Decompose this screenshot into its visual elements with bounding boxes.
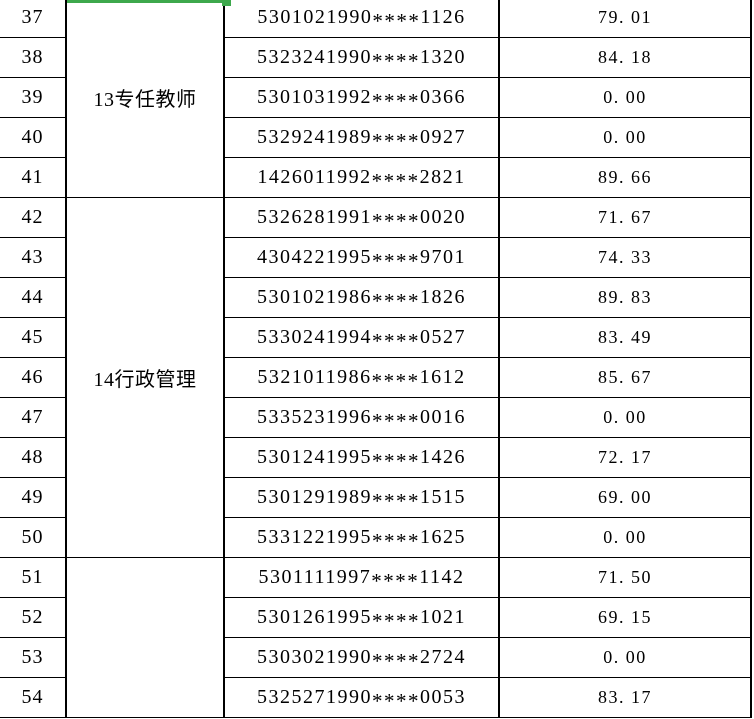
score-cell[interactable]: 89. 83 (500, 278, 752, 318)
score-cell[interactable]: 72. 17 (500, 438, 752, 478)
id-number-cell[interactable]: 5330241994 **** 0527 (225, 318, 500, 358)
masked-digits: **** (372, 488, 420, 513)
row-number-cell[interactable]: 43 (0, 238, 67, 278)
position-cell[interactable] (67, 558, 225, 718)
score-cell[interactable]: 0. 00 (500, 638, 752, 678)
masked-digits: **** (372, 128, 420, 153)
row-number-cell[interactable]: 54 (0, 678, 67, 718)
masked-digits: **** (372, 448, 420, 473)
row-number-cell[interactable]: 47 (0, 398, 67, 438)
id-number-cell[interactable]: 5301261995 **** 1021 (225, 598, 500, 638)
row-number-cell[interactable]: 53 (0, 638, 67, 678)
selection-border (67, 0, 225, 3)
score-cell[interactable]: 0. 00 (500, 518, 752, 558)
score-cell[interactable]: 0. 00 (500, 398, 752, 438)
row-number-cell[interactable]: 37 (0, 0, 67, 38)
id-number-cell[interactable]: 5303021990 **** 2724 (225, 638, 500, 678)
score-cell[interactable]: 83. 17 (500, 678, 752, 718)
masked-digits: **** (372, 688, 420, 713)
score-cell[interactable]: 83. 49 (500, 318, 752, 358)
id-number-cell[interactable]: 5326281991 **** 0020 (225, 198, 500, 238)
row-number-cell[interactable]: 42 (0, 198, 67, 238)
id-number-cell[interactable]: 4304221995 **** 9701 (225, 238, 500, 278)
masked-digits: **** (371, 368, 420, 393)
row-number-cell[interactable]: 49 (0, 478, 67, 518)
id-number-cell[interactable]: 5301021986 **** 1826 (225, 278, 500, 318)
selection-fill-handle[interactable] (222, 0, 231, 6)
masked-digits: **** (372, 88, 420, 113)
masked-digits: **** (372, 608, 420, 633)
row-number-cell[interactable]: 38 (0, 38, 67, 78)
score-cell[interactable]: 69. 00 (500, 478, 752, 518)
masked-digits: **** (372, 48, 420, 73)
id-number-cell[interactable]: 5321011986 **** 1612 (225, 358, 500, 398)
id-number-cell[interactable]: 5331221995 **** 1625 (225, 518, 500, 558)
score-cell[interactable]: 0. 00 (500, 78, 752, 118)
score-cell[interactable]: 79. 01 (500, 0, 752, 38)
row-number-cell[interactable]: 51 (0, 558, 67, 598)
masked-digits: **** (371, 568, 420, 593)
id-number-cell[interactable]: 5335231996 **** 0016 (225, 398, 500, 438)
masked-digits: **** (372, 648, 420, 673)
score-cell[interactable]: 71. 67 (500, 198, 752, 238)
row-number-cell[interactable]: 50 (0, 518, 67, 558)
row-number-cell[interactable]: 39 (0, 78, 67, 118)
score-cell[interactable]: 0. 00 (500, 118, 752, 158)
score-cell[interactable]: 74. 33 (500, 238, 752, 278)
score-cell[interactable]: 89. 66 (500, 158, 752, 198)
id-number-cell[interactable]: 1426011992 **** 2821 (225, 158, 500, 198)
position-cell[interactable]: 13专任教师 (67, 0, 225, 198)
id-number-cell[interactable]: 5323241990 **** 1320 (225, 38, 500, 78)
row-number-cell[interactable]: 45 (0, 318, 67, 358)
score-cell[interactable]: 84. 18 (500, 38, 752, 78)
masked-digits: **** (372, 408, 420, 433)
masked-digits: **** (371, 168, 420, 193)
row-number-cell[interactable]: 40 (0, 118, 67, 158)
masked-digits: **** (372, 528, 420, 553)
masked-digits: **** (372, 8, 421, 33)
masked-digits: **** (372, 328, 420, 353)
masked-digits: **** (372, 288, 420, 313)
id-number-cell[interactable]: 5301021990 **** 1126 (225, 0, 500, 38)
masked-digits: **** (372, 248, 420, 273)
row-number-cell[interactable]: 41 (0, 158, 67, 198)
id-number-cell[interactable]: 5329241989 **** 0927 (225, 118, 500, 158)
row-number-cell[interactable]: 52 (0, 598, 67, 638)
id-number-cell[interactable]: 5301291989 **** 1515 (225, 478, 500, 518)
id-number-cell[interactable]: 5301111997 **** 1142 (225, 558, 500, 598)
score-cell[interactable]: 71. 50 (500, 558, 752, 598)
row-number-cell[interactable]: 48 (0, 438, 67, 478)
position-cell[interactable]: 14行政管理 (67, 198, 225, 558)
id-number-cell[interactable]: 5301241995 **** 1426 (225, 438, 500, 478)
score-cell[interactable]: 85. 67 (500, 358, 752, 398)
row-number-cell[interactable]: 44 (0, 278, 67, 318)
masked-digits: **** (372, 208, 420, 233)
id-number-cell[interactable]: 5325271990 **** 0053 (225, 678, 500, 718)
id-number-cell[interactable]: 5301031992 **** 0366 (225, 78, 500, 118)
row-number-cell[interactable]: 46 (0, 358, 67, 398)
score-cell[interactable]: 69. 15 (500, 598, 752, 638)
